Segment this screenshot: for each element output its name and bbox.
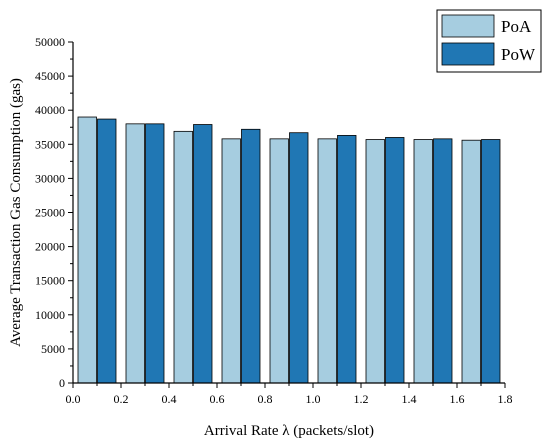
x-tick-label: 0.8 [258, 392, 273, 406]
legend: PoA PoW [436, 9, 542, 73]
x-tick-label: 1.6 [450, 392, 465, 406]
bar-pow-5 [337, 135, 357, 384]
bar-pow-7 [433, 138, 453, 384]
x-tick-label: 1.0 [306, 392, 321, 406]
x-tick-label: 0.4 [162, 392, 177, 406]
bar-pow-0 [97, 118, 117, 384]
bar-poa-4 [269, 138, 289, 384]
bar-poa-8 [461, 139, 481, 384]
bar-pow-4 [289, 132, 309, 384]
x-tick-label: 1.8 [498, 392, 513, 406]
x-axis-title: Arrival Rate λ (packets/slot) [204, 423, 374, 439]
bars-group [77, 116, 501, 384]
bar-poa-3 [221, 138, 241, 384]
bar-pow-1 [145, 123, 165, 384]
bar-pow-2 [193, 124, 213, 384]
bar-poa-1 [125, 123, 145, 384]
bar-pow-8 [481, 139, 501, 384]
legend-swatch-pow [441, 42, 495, 66]
bar-poa-0 [77, 116, 97, 384]
y-tick-label: 35000 [35, 137, 65, 151]
y-tick-label: 20000 [35, 240, 65, 254]
x-tick-label: 0.0 [66, 392, 81, 406]
y-tick-label: 45000 [35, 69, 65, 83]
x-tick-label: 0.2 [114, 392, 129, 406]
x-tick-label: 1.4 [402, 392, 417, 406]
y-tick-label: 40000 [35, 103, 65, 117]
bar-poa-5 [317, 138, 337, 384]
y-tick-label: 25000 [35, 206, 65, 220]
legend-label-poa: PoA [501, 17, 532, 36]
bar-poa-2 [173, 130, 193, 384]
x-tick-label: 1.2 [354, 392, 369, 406]
bar-poa-7 [413, 139, 433, 384]
ticks-group: 0 5000 10000 15000 20000 25000 30000 35000 40000… [35, 35, 513, 406]
legend-label-pow: PoW [501, 45, 536, 64]
bar-poa-6 [365, 139, 385, 384]
bar-pow-6 [385, 137, 405, 384]
y-tick-label: 15000 [35, 274, 65, 288]
y-tick-label: 5000 [41, 342, 65, 356]
x-tick-label: 0.6 [210, 392, 225, 406]
y-tick-label: 30000 [35, 171, 65, 185]
y-tick-label: 0 [59, 376, 65, 390]
y-axis-title: Average Transaction Gas Consumption (gas… [8, 78, 24, 347]
legend-swatch-poa [441, 14, 495, 38]
y-tick-label: 50000 [35, 35, 65, 49]
bar-pow-3 [241, 128, 261, 384]
y-tick-label: 10000 [35, 308, 65, 322]
